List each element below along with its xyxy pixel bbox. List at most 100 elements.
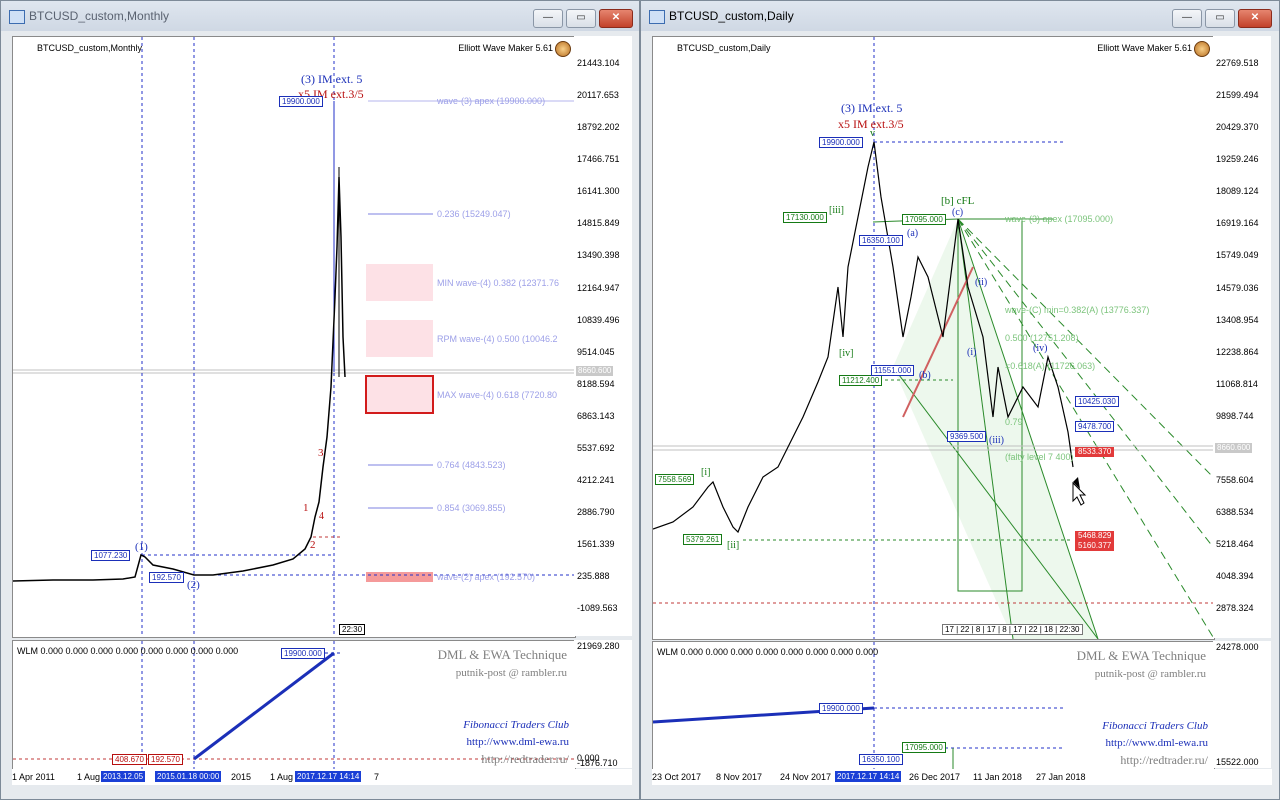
watermark-email: putnik-post @ rambler.ru [455,667,567,679]
scale-label: 5218.464 [1216,539,1254,549]
ewm-logo-icon [1194,41,1210,57]
fib-0236: 0.236 (15249.047) [437,209,511,219]
time-label: 24 Nov 2017 [780,772,832,782]
price-box-5160: 5160.377 [1075,541,1115,551]
monthly-price-scale[interactable]: 21443.104 20117.653 18792.202 17466.751 … [574,36,632,636]
ewm-label: Elliott Wave Maker 5.61 [458,43,553,53]
fib-fl: (falty level 7 400) [1005,452,1074,462]
indicator-scale[interactable]: 24278.000 15522.000 [1213,641,1271,768]
watermark-site2: http://redtrader.ru/ [1120,753,1208,767]
minor3-label: 3 [318,447,324,459]
price-box-5379: 5379.261 [683,534,723,545]
monthly-indicator-pane[interactable]: WLM 0.000 0.000 0.000 0.000 0.000 0.000 … [12,640,576,770]
scale-label: 5537.692 [577,443,615,453]
minimize-button[interactable]: — [1172,9,1202,28]
fib-max4: MAX wave-(4) 0.618 (7720.80 [437,390,558,400]
scale-label: 2886.790 [577,507,615,517]
left-window-title: BTCUSD_custom,Monthly [29,9,170,23]
right-titlebar[interactable]: BTCUSD_custom,Daily — ▭ ✕ [641,1,1279,31]
scale-label: 18089.124 [1216,186,1259,196]
mouse-cursor-icon [1072,481,1087,506]
time-label: 26 Dec 2017 [909,772,961,782]
scale-label: -1089.563 [577,603,618,613]
price-box-16350: 16350.100 [859,235,903,246]
scale-label: 14579.036 [1216,283,1259,293]
restore-button[interactable]: ▭ [566,9,596,28]
scale-label: 20429.370 [1216,122,1259,132]
bar-counts: 17 | 22 | 8 | 17 | 8 | 17 | 22 | 18 | 22… [942,624,1083,635]
current-price-tag: 8660.600 [1215,443,1253,453]
monthly-price-chart[interactable]: BTCUSD_custom,Monthly Elliott Wave Maker… [12,36,576,638]
ind-scale-top: 21969.280 [577,641,620,651]
minimize-button[interactable]: — [533,9,563,28]
wave-iv-label: [iv] [839,348,854,359]
scale-label: 8188.594 [577,379,615,389]
wave-ii-small-label: (ii) [975,277,988,288]
fib-079: 0.79 [1005,417,1023,427]
minor1-label: 1 [303,502,309,514]
fib-c0618: =0.618(A) (11726.063) [1005,361,1096,371]
indicator-svg [13,641,575,769]
watermark-club: Fibonacci Traders Club [1102,720,1208,732]
left-titlebar[interactable]: BTCUSD_custom,Monthly — ▭ ✕ [1,1,639,31]
watermark-site1: http://www.dml-ewa.ru [1105,737,1208,749]
fib-c0500: 0.500 (12751.208) [1005,333,1079,343]
wave1-label: (1) [135,541,148,553]
wave-a-label: (a) [907,228,919,239]
wave-iii-small-label: (iii) [989,435,1004,446]
price-box-8533: 8533.370 [1075,447,1115,457]
daily-price-scale[interactable]: 22769.518 21599.494 20429.370 19259.246 … [1213,36,1271,638]
daily-chart-svg [653,37,1214,639]
wave3-title: (3) IM ext. 5 [841,101,903,115]
daily-indicator-pane[interactable]: WLM 0.000 0.000 0.000 0.000 0.000 0.000 … [652,641,1215,770]
scale-label: 20117.653 [577,90,619,100]
indicator-scale[interactable]: 21969.280 0.000 -1876.710 [574,640,632,768]
fib-apex3: wave-(3) apex (17095.000) [1005,214,1114,224]
scale-label: 6863.143 [577,411,615,421]
restore-button[interactable]: ▭ [1205,9,1235,28]
scale-label: 12238.864 [1216,347,1259,357]
daily-price-chart[interactable]: BTCUSD_custom,Daily Elliott Wave Maker 5… [652,36,1215,640]
price-box-11551: 11551.000 [871,365,915,376]
scale-label: 13408.954 [1216,315,1259,325]
scale-label: 15749.049 [1216,250,1259,260]
wave-iv-small-label: (iv) [1033,343,1048,354]
scale-label: 10839.496 [577,315,620,325]
ind-box-19900: 19900.000 [819,703,863,714]
scale-label: 12164.947 [577,283,620,293]
ind-box-top: 19900.000 [281,648,325,659]
left-chart-window[interactable]: BTCUSD_custom,Monthly — ▭ ✕ [0,0,640,800]
fib-rpm4: RPM wave-(4) 0.500 (10046.2 [437,334,558,344]
wave-i-small-label: (i) [967,347,977,358]
ewm-label: Elliott Wave Maker 5.61 [1097,43,1192,53]
time-label: 2015 [231,772,252,782]
scale-label: 4212.241 [577,475,615,485]
close-button[interactable]: ✕ [1238,9,1272,28]
scale-label: 9898.744 [1216,411,1254,421]
watermark-email: putnik-post @ rambler.ru [1094,668,1206,680]
ind-scale-top: 24278.000 [1216,642,1259,652]
wave3-subtitle: x5 IM ext.3/5 [838,117,904,131]
scale-label: 9514.045 [577,347,615,357]
time-cursor-label: 2015.01.18 00:00 [155,771,222,782]
wave-iii-label: [iii] [829,205,844,216]
wave-ii-label: [ii] [727,540,740,551]
minor2-label: 2 [310,539,316,551]
wave-b-label: (b) [919,370,931,381]
right-chart-window[interactable]: BTCUSD_custom,Daily — ▭ ✕ [640,0,1280,800]
scale-label: 21443.104 [577,58,620,68]
scale-label: 11068.814 [1216,379,1258,389]
apex-price-box: 19900.000 [279,96,323,107]
indicator-title: WLM 0.000 0.000 0.000 0.000 0.000 0.000 … [657,647,879,657]
ind-box-192: 192.570 [148,754,183,765]
monthly-time-axis[interactable]: 1 Apr 2011 1 Aug 2013.12.05 2015.01.18 0… [12,769,632,785]
ind-box-17095: 17095.000 [902,742,946,753]
current-price-tag: 8660.600 [576,366,614,376]
daily-time-axis[interactable]: 23 Oct 2017 8 Nov 2017 24 Nov 2017 2017.… [652,769,1272,785]
price-box-7558: 7558.569 [655,474,695,485]
minor4-label: 4 [319,511,324,522]
watermark-technique: DML & EWA Technique [1076,648,1206,663]
price-box-17095: 17095.000 [902,214,946,225]
close-button[interactable]: ✕ [599,9,633,28]
watermark-technique: DML & EWA Technique [437,647,567,662]
